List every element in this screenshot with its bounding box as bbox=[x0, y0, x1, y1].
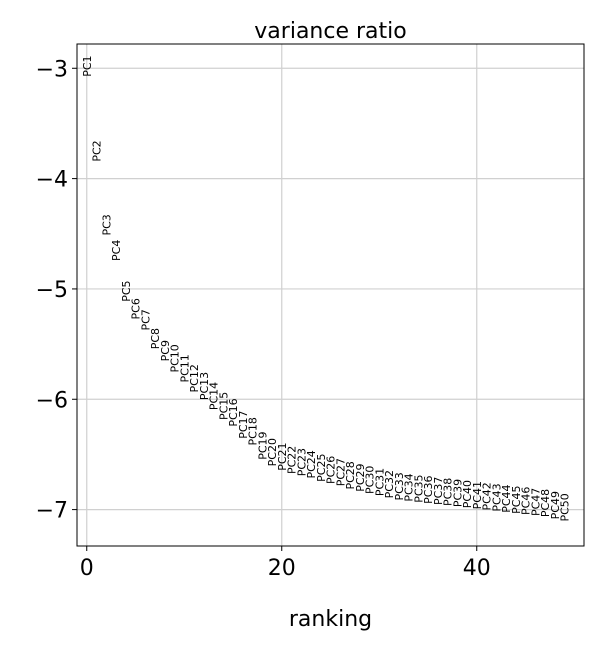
pc-label: PC7 bbox=[139, 309, 152, 330]
pc-label: PC25 bbox=[315, 454, 328, 482]
y-tick-label: −3 bbox=[36, 57, 68, 82]
pc-labels: PC1PC2PC3PC4PC5PC6PC7PC8PC9PC10PC11PC12P… bbox=[81, 55, 572, 521]
pc-label: PC21 bbox=[276, 442, 289, 470]
pc-label: PC37 bbox=[432, 477, 445, 505]
pc-label: PC3 bbox=[100, 214, 113, 235]
pc-label: PC50 bbox=[559, 493, 572, 521]
chart-title: variance ratio bbox=[254, 19, 406, 44]
pc-label: PC1 bbox=[81, 55, 94, 76]
pc-label: PC33 bbox=[393, 472, 406, 500]
pc-label: PC36 bbox=[422, 476, 435, 504]
pc-label: PC22 bbox=[286, 446, 299, 474]
pc-label: PC19 bbox=[256, 431, 269, 459]
pc-label: PC10 bbox=[169, 344, 182, 372]
y-tick-label: −6 bbox=[36, 388, 68, 413]
pc-label: PC6 bbox=[130, 298, 143, 319]
pc-label: PC49 bbox=[549, 491, 562, 519]
pc-label: PC44 bbox=[500, 484, 513, 512]
pc-label: PC34 bbox=[403, 473, 416, 501]
pc-label: PC16 bbox=[227, 398, 240, 426]
pc-label: PC23 bbox=[295, 448, 308, 476]
pc-label: PC47 bbox=[529, 488, 542, 516]
x-tick-label: 20 bbox=[268, 556, 296, 581]
pc-label: PC17 bbox=[237, 410, 250, 438]
y-tick-label: −5 bbox=[36, 278, 68, 303]
pc-label: PC26 bbox=[325, 456, 338, 484]
pc-label: PC30 bbox=[364, 466, 377, 494]
grid-lines bbox=[77, 44, 584, 546]
pc-label: PC4 bbox=[110, 240, 123, 261]
y-tick-label: −4 bbox=[36, 168, 68, 193]
pc-label: PC20 bbox=[266, 438, 279, 466]
pc-label: PC11 bbox=[178, 354, 191, 382]
y-tick-label: −7 bbox=[36, 499, 68, 524]
x-tick-label: 40 bbox=[463, 556, 491, 581]
pc-label: PC32 bbox=[383, 470, 396, 498]
pc-label: PC2 bbox=[91, 140, 104, 161]
pc-label: PC48 bbox=[539, 489, 552, 517]
pc-label: PC46 bbox=[520, 487, 533, 515]
pc-label: PC14 bbox=[208, 382, 221, 410]
pc-label: PC29 bbox=[354, 463, 367, 491]
pc-label: PC28 bbox=[344, 461, 357, 489]
pc-label: PC31 bbox=[373, 468, 386, 496]
pc-label: PC8 bbox=[149, 328, 162, 349]
pc-label: PC18 bbox=[247, 417, 260, 445]
axis-ticks: 0 20 40 −3 −4 −5 −6 −7 bbox=[36, 57, 491, 581]
x-tick-label: 0 bbox=[80, 556, 94, 581]
pc-label: PC5 bbox=[120, 280, 133, 301]
pc-label: PC24 bbox=[305, 450, 318, 478]
pc-label: PC40 bbox=[461, 480, 474, 508]
pc-label: PC45 bbox=[510, 486, 523, 514]
pc-label: PC27 bbox=[334, 458, 347, 486]
x-axis-label: ranking bbox=[289, 607, 372, 632]
pc-label: PC15 bbox=[217, 392, 230, 420]
pc-label: PC42 bbox=[481, 482, 494, 510]
pc-label: PC41 bbox=[471, 481, 484, 509]
pc-label: PC43 bbox=[490, 483, 503, 511]
pc-label: PC39 bbox=[451, 479, 464, 507]
pc-label: PC35 bbox=[412, 474, 425, 502]
pc-label: PC12 bbox=[188, 364, 201, 392]
pc-label: PC38 bbox=[442, 478, 455, 506]
plot-frame bbox=[76, 43, 585, 547]
pc-label: PC13 bbox=[198, 372, 211, 400]
pc-label: PC9 bbox=[159, 340, 172, 361]
